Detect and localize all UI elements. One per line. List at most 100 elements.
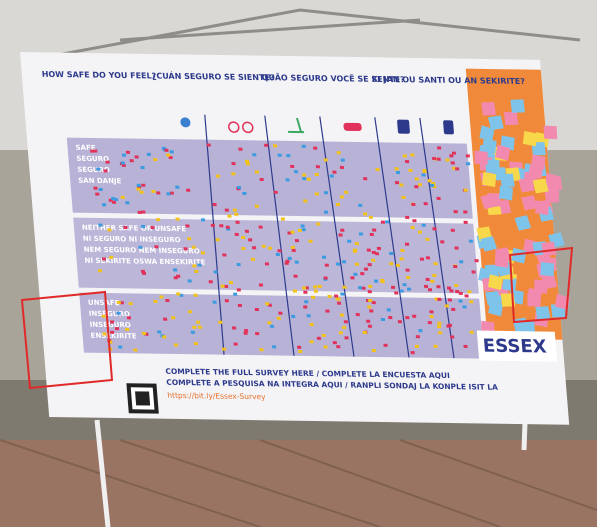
dot-sticker [381,221,385,224]
dot-sticker [403,154,407,157]
dot-sticker [398,320,402,323]
dot-sticker [372,229,376,232]
dot-sticker [332,171,336,174]
dot-sticker [433,262,437,265]
dot-sticker [428,288,432,291]
dot-sticker [303,291,307,294]
sticky-note [535,200,549,215]
dot-sticker [255,205,259,208]
dot-sticker [308,240,312,243]
dot-sticker [315,173,319,176]
dot-sticker [448,324,452,327]
dot-sticker [196,321,200,324]
dot-sticker [303,305,307,308]
dot-sticker [380,279,384,282]
dot-sticker [400,290,404,293]
dot-sticker [367,305,371,308]
dot-sticker [173,268,177,271]
dot-sticker [212,301,216,304]
dot-sticker [454,247,458,250]
dot-sticker [411,226,415,229]
dot-sticker [255,170,259,173]
row-label: INSEGURO [88,309,130,319]
dot-sticker [278,154,282,157]
dot-sticker [405,269,409,272]
dot-sticker [396,264,400,267]
dot-sticker [449,154,453,157]
dot-sticker [187,237,191,240]
dot-sticker [255,308,259,311]
dot-sticker [121,196,125,199]
dot-sticker [324,191,328,194]
dot-sticker [337,302,341,305]
dot-sticker [396,171,400,174]
dot-sticker [176,275,180,278]
dot-sticker [285,262,289,265]
dot-sticker [394,291,398,294]
dot-sticker [358,286,362,289]
dot-sticker [235,221,239,224]
dot-sticker [458,300,462,303]
dot-sticker [464,294,468,297]
dot-sticker [322,256,326,259]
dot-sticker [252,246,256,249]
dot-sticker [295,239,299,242]
dot-sticker [278,312,282,315]
dot-sticker [359,232,363,235]
dot-sticker [395,167,399,170]
dot-sticker [405,160,409,163]
dot-sticker [207,144,211,147]
dot-sticker [340,195,344,198]
dot-sticker [452,152,456,155]
dot-sticker [340,166,344,169]
dot-sticker [188,279,192,282]
dot-sticker [288,257,292,260]
dot-sticker [95,193,99,196]
dot-sticker [302,177,306,180]
sticky-note [531,155,545,170]
dot-sticker [410,153,414,156]
row-label: NI SEKIRITE OSWA ENSEKIRITE [84,256,206,267]
dot-sticker [405,216,409,219]
dot-sticker [134,155,138,158]
dot-sticker [412,219,416,222]
dot-sticker [367,249,371,252]
dot-sticker [405,243,409,246]
dot-sticker [102,315,106,318]
dot-sticker [381,318,385,321]
dot-sticker [430,184,434,187]
dot-sticker [389,252,393,255]
dot-sticker [445,159,449,162]
dot-sticker [102,257,106,260]
dot-sticker [372,251,376,254]
dot-sticker [408,169,412,172]
dot-sticker [466,162,470,165]
dot-sticker [432,274,436,277]
dot-sticker [356,313,360,316]
dot-sticker [432,157,436,160]
dot-sticker [374,280,378,283]
dot-sticker [183,247,187,250]
dot-sticker [454,210,458,213]
dot-sticker [467,290,471,293]
sticky-note [474,151,487,165]
dot-sticker [274,191,278,194]
dot-sticker [342,286,346,289]
dot-sticker [290,231,294,234]
dot-sticker [433,345,437,348]
dot-sticker [370,233,374,236]
dot-sticker [142,332,146,335]
dot-sticker [316,165,320,168]
sticky-note [482,172,496,187]
dot-sticker [141,184,145,187]
dot-sticker [303,199,307,202]
dot-sticker [336,263,340,266]
dot-sticker [219,224,223,227]
dot-sticker [400,257,404,260]
dot-sticker [293,289,297,292]
dot-sticker [437,322,441,325]
dot-sticker [451,308,455,311]
dot-sticker [151,190,155,193]
dot-sticker [421,173,425,176]
dot-sticker [291,315,295,318]
